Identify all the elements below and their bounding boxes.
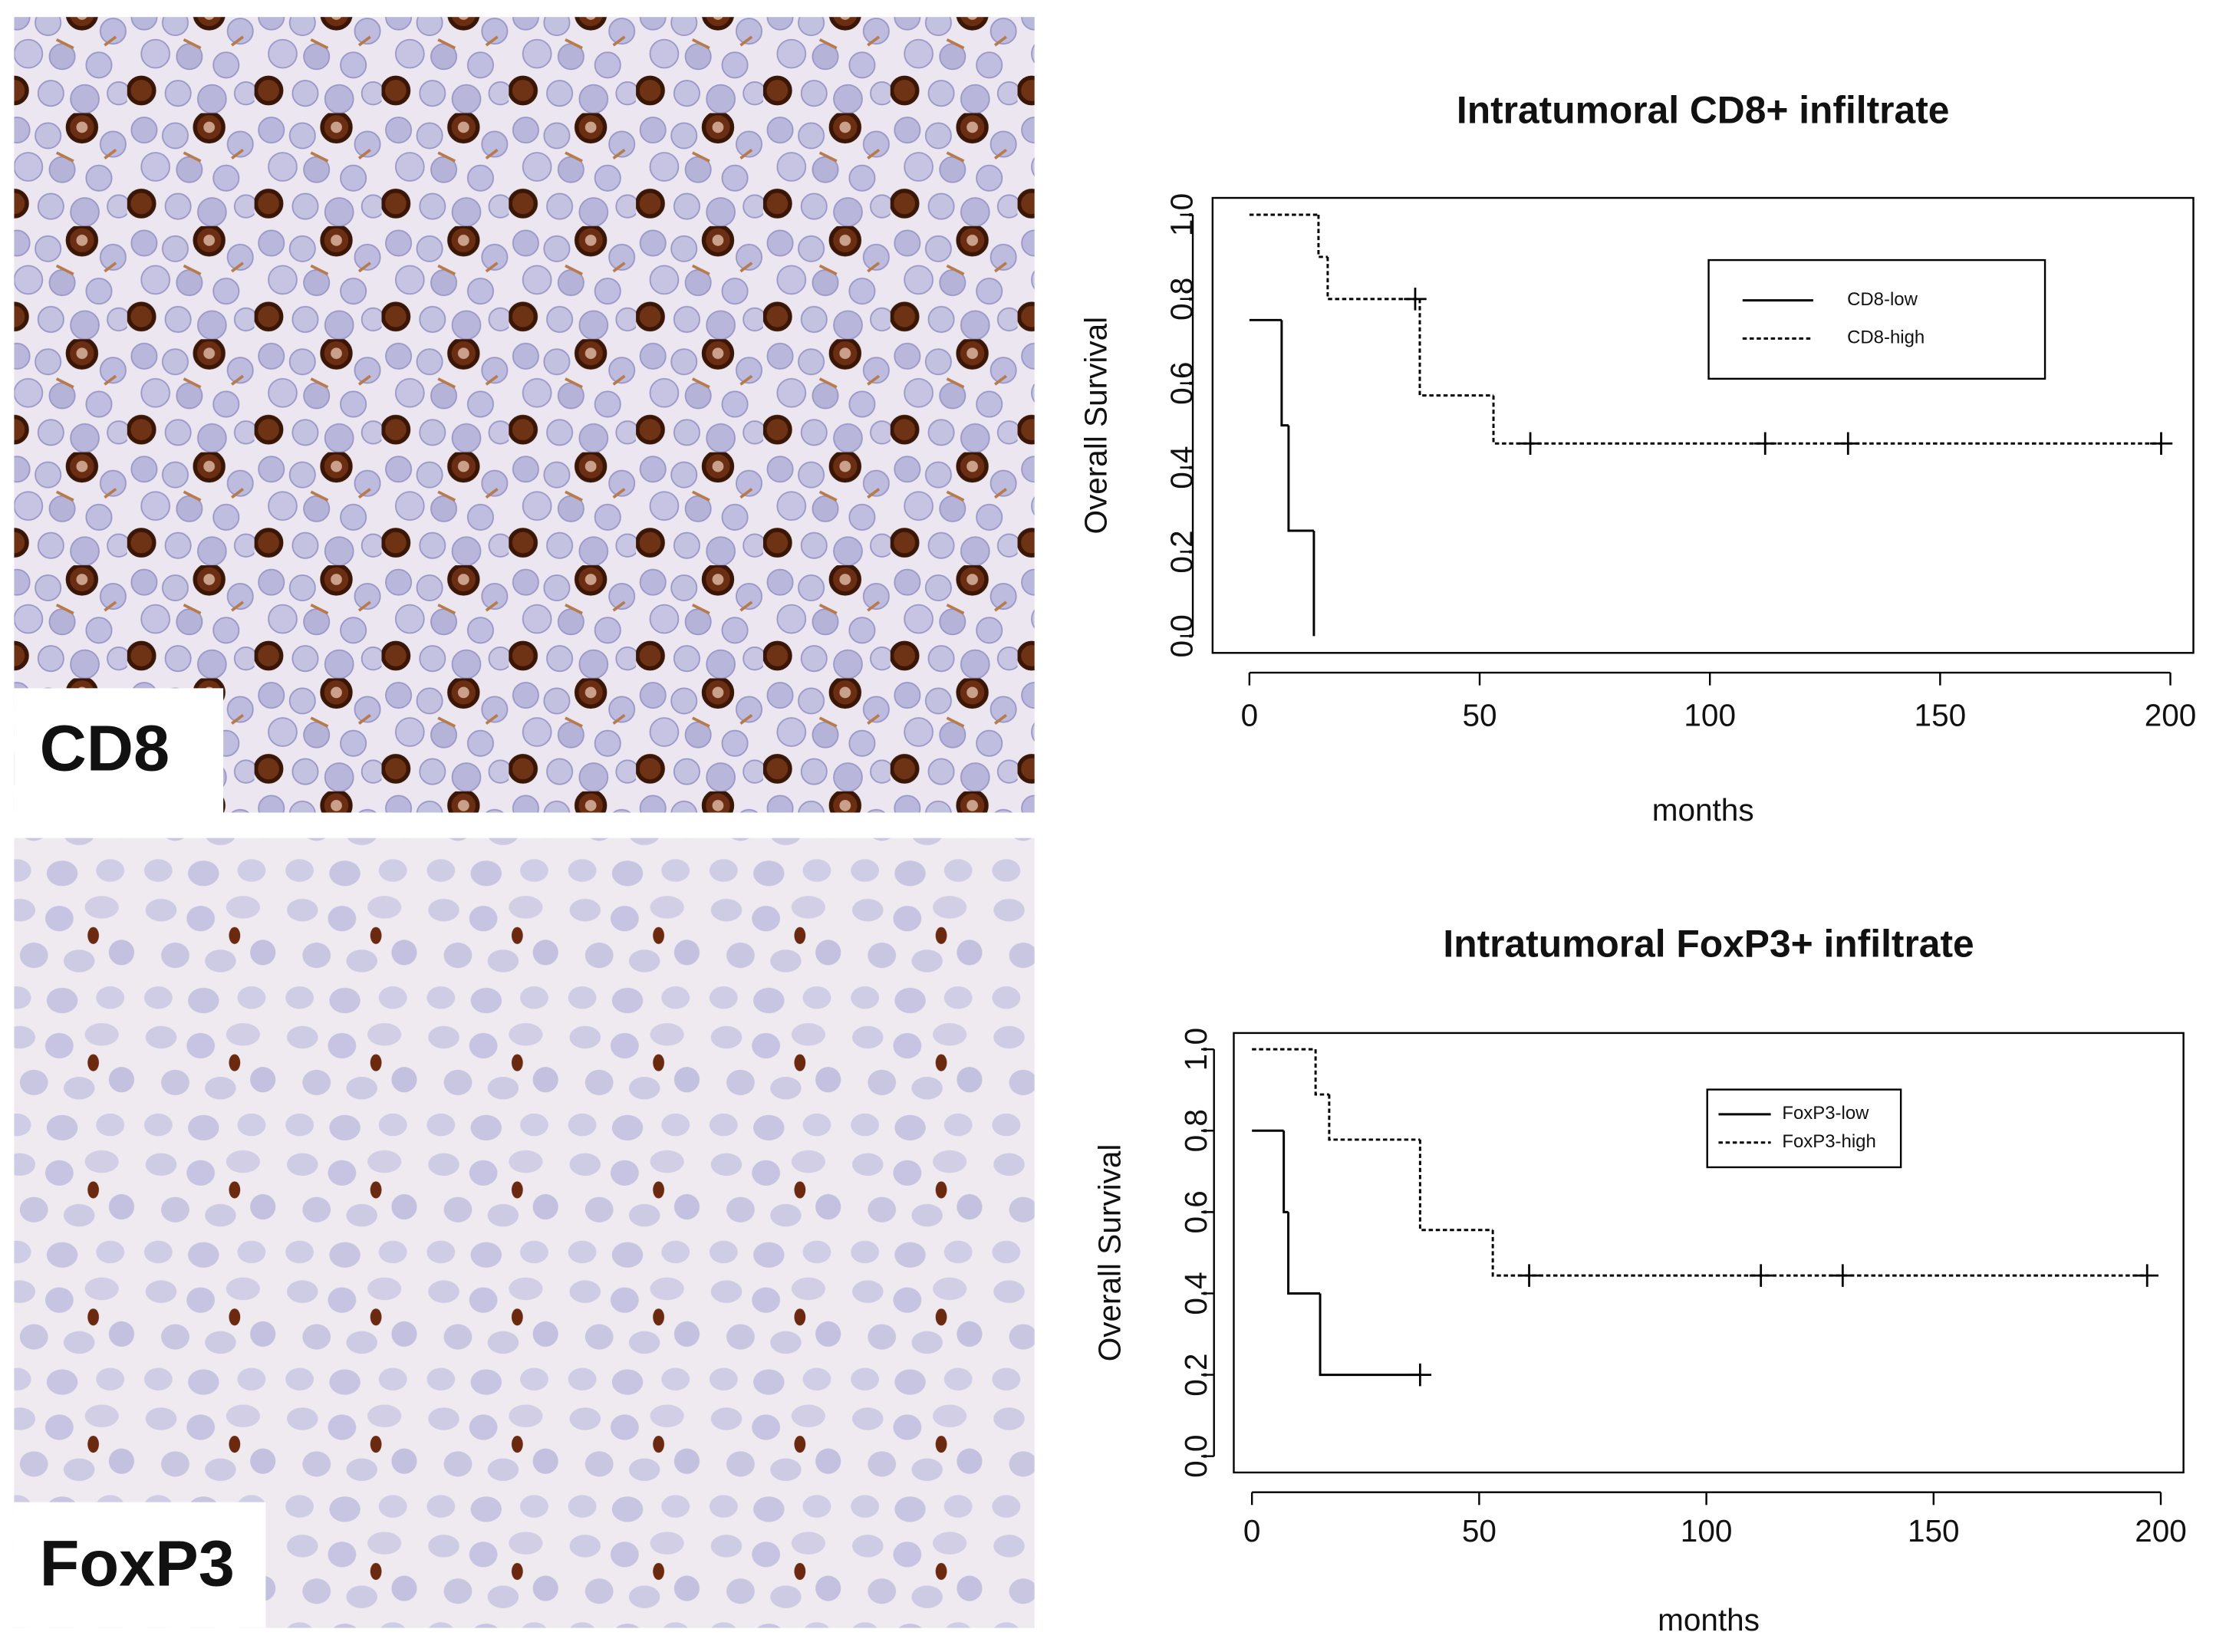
- survival-step: [1491, 1229, 2148, 1277]
- panel-label: FoxP3: [40, 1527, 235, 1600]
- panel-label: CD8: [40, 712, 170, 785]
- censor-mark: [1519, 432, 1542, 456]
- y-tick-label: 0.2: [1164, 530, 1200, 573]
- censor-mark: [1749, 1264, 1773, 1287]
- y-tick-label: 0.0: [1178, 1435, 1213, 1478]
- y-axis-label: Overall Survival: [1078, 317, 1113, 535]
- legend-label: CD8-low: [1847, 289, 1918, 310]
- label-box: [14, 1502, 266, 1628]
- x-tick-label: 200: [2135, 1513, 2187, 1548]
- x-tick-label: 100: [1684, 698, 1736, 733]
- x-tick-label: 200: [2145, 698, 2197, 733]
- survival-step: [1418, 298, 1494, 397]
- censor-mark: [1753, 432, 1776, 456]
- legend-label: FoxP3-low: [1782, 1103, 1869, 1124]
- survival-step: [1492, 395, 2162, 445]
- censor-mark: [1404, 288, 1427, 311]
- x-tick-label: 0: [1241, 698, 1259, 733]
- y-tick-label: 0.8: [1178, 1109, 1213, 1152]
- censor-mark: [1836, 432, 1860, 456]
- survival-step: [1287, 425, 1314, 532]
- x-axis-label: months: [1652, 792, 1754, 828]
- label-box: [14, 688, 224, 813]
- legend-box: [1706, 1088, 1902, 1169]
- plot-box: [1233, 1032, 2185, 1474]
- survival-step: [1287, 1212, 1321, 1295]
- foxp3-micrograph: [14, 838, 1035, 1628]
- survival-step: [1319, 1293, 1421, 1377]
- legend-box: [1707, 258, 2046, 380]
- y-tick-label: 1.0: [1178, 1028, 1213, 1071]
- chart-title: Intratumoral FoxP3+ infiltrate: [1443, 923, 1974, 966]
- censor-mark: [1517, 1264, 1541, 1287]
- survival-step: [1280, 320, 1289, 427]
- y-tick-label: 0.6: [1164, 362, 1200, 405]
- censor-mark: [1408, 1363, 1432, 1387]
- survival-step: [1328, 1094, 1421, 1141]
- survival-step: [1283, 1130, 1289, 1213]
- survival-step: [1326, 256, 1420, 301]
- y-tick-label: 0.8: [1164, 278, 1200, 321]
- y-tick-label: 0.0: [1164, 614, 1200, 657]
- x-axis-label: months: [1658, 1602, 1760, 1637]
- legend-label: CD8-high: [1847, 327, 1925, 348]
- survival-step: [1314, 1049, 1329, 1096]
- censor-mark: [1831, 1264, 1855, 1287]
- survival-step: [1317, 214, 1328, 258]
- chart-title: Intratumoral CD8+ infiltrate: [1457, 89, 1950, 132]
- x-tick-label: 100: [1681, 1513, 1733, 1548]
- legend-label: FoxP3-high: [1782, 1131, 1875, 1152]
- cd8-micrograph: [14, 17, 1035, 813]
- survival-step: [1418, 1139, 1493, 1232]
- y-tick-label: 0.4: [1178, 1272, 1213, 1315]
- censor-mark: [2149, 432, 2173, 456]
- x-tick-label: 0: [1243, 1513, 1261, 1548]
- x-tick-label: 50: [1462, 1513, 1497, 1548]
- plot-box: [1211, 196, 2195, 654]
- censor-mark: [2135, 1264, 2158, 1287]
- x-tick-label: 150: [1908, 1513, 1960, 1548]
- y-tick-label: 0.4: [1164, 446, 1200, 489]
- x-tick-label: 50: [1462, 698, 1497, 733]
- y-tick-label: 1.0: [1164, 193, 1200, 236]
- y-tick-label: 0.2: [1178, 1353, 1213, 1396]
- y-tick-label: 0.6: [1178, 1190, 1213, 1233]
- x-tick-label: 150: [1915, 698, 1967, 733]
- y-axis-label: Overall Survival: [1092, 1144, 1128, 1362]
